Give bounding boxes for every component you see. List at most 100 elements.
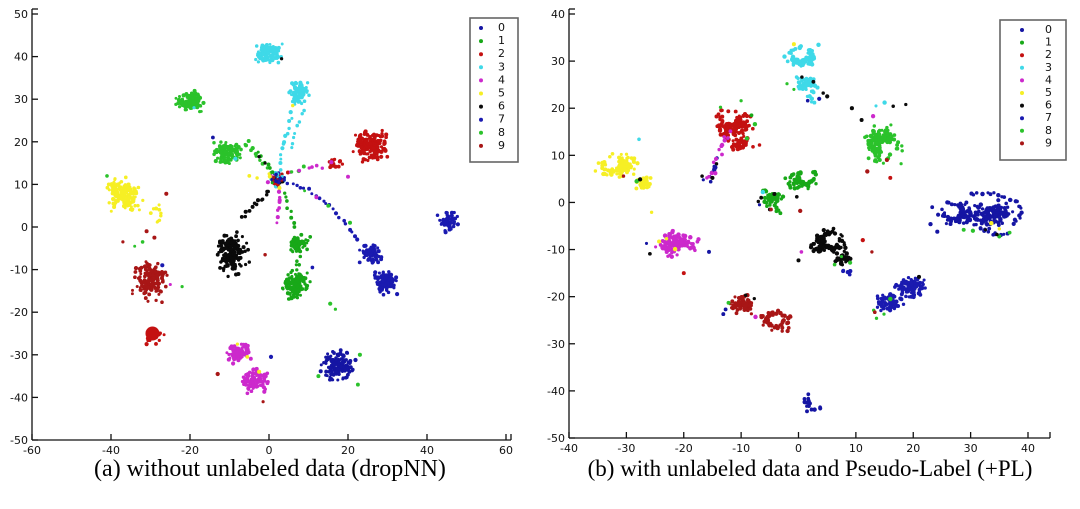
legend-box [999, 19, 1067, 161]
legend-entry: 5 [479, 87, 505, 100]
figure-panel-b: -40 -30 -20 -10 0 10 20 30 40 -50 -40 -30 -20 -10 0 10 2… [540, 0, 1080, 509]
legend-marker-dot [479, 91, 483, 96]
y-tick-label: 30 [551, 55, 565, 68]
legend-entry: 5 [1020, 86, 1052, 99]
y-tick-label: 0 [21, 221, 28, 234]
legend-marker-dot [1020, 65, 1024, 70]
y-tick-label: 40 [551, 8, 565, 21]
scatter-plot-a: -60 -40 -20 0 20 40 60-50-40-30-20-10010203040… [10, 8, 519, 457]
legend-box [469, 17, 519, 163]
legend-entry: 8 [479, 126, 505, 139]
y-tick-label: -40 [10, 391, 28, 404]
x-tick-label: -30 [617, 442, 635, 455]
legend-marker-dot [1020, 28, 1024, 32]
legend-entry-label: 2 [498, 47, 505, 60]
legend-entry: 1 [1020, 36, 1052, 49]
legend-marker-dot [1020, 91, 1024, 95]
y-tick-label: -40 [547, 385, 565, 398]
legend-entry: 7 [479, 113, 505, 126]
legend-marker-dot [1020, 103, 1024, 108]
y-tick-label: 20 [551, 102, 565, 115]
x-tick-label: -10 [732, 442, 750, 455]
x-tick-label: 20 [906, 442, 920, 455]
legend-entry-label: 8 [1045, 124, 1052, 137]
legend-entry-label: 5 [1045, 86, 1052, 99]
scatter-points [105, 42, 460, 404]
legend-entry: 0 [1020, 23, 1052, 36]
x-tick-label: -20 [675, 442, 693, 455]
legend-entry: 6 [1020, 99, 1052, 112]
caption-a: (a) without unlabeled data (dropNN) [94, 456, 446, 482]
x-tick-label: -40 [560, 442, 578, 455]
x-tick-label: 10 [849, 442, 863, 455]
y-tick-label: -50 [10, 434, 28, 447]
axes [568, 8, 1051, 439]
legend-entry-label: 2 [1045, 48, 1052, 61]
legend-marker-dot [1020, 128, 1024, 133]
y-tick-label: 10 [551, 149, 565, 162]
y-tick-label: -30 [10, 349, 28, 362]
legend-entry-label: 0 [498, 21, 505, 34]
x-tick-label: 60 [499, 444, 513, 457]
legend-marker-dot [479, 78, 483, 83]
tick-labels: -60 -40 -20 0 20 40 60-50-40-30-20-10010203040… [10, 8, 513, 457]
legend-entry-label: 6 [498, 100, 505, 113]
y-tick-label: 20 [14, 136, 28, 149]
y-tick-label: -10 [547, 244, 565, 257]
y-tick-label: 0 [558, 196, 565, 209]
x-tick-label: 30 [964, 442, 978, 455]
y-tick-label: -20 [547, 291, 565, 304]
legend-entry-label: 5 [498, 87, 505, 100]
x-tick-label: -20 [181, 444, 199, 457]
x-tick-label: -40 [102, 444, 120, 457]
legend-entry-label: 1 [498, 34, 505, 47]
legend-entry-label: 3 [1045, 61, 1052, 74]
y-tick-label: 30 [14, 93, 28, 106]
legend-marker-dot [1020, 40, 1024, 45]
y-tick-label: 50 [14, 8, 28, 21]
legend-marker-dot [1020, 116, 1024, 121]
legend-entry: 2 [1020, 48, 1052, 61]
legend-entry-label: 0 [1045, 23, 1052, 36]
legend-marker-dot [479, 143, 483, 148]
legend-entry: 8 [1020, 124, 1052, 137]
dense-blob [145, 326, 160, 341]
legend-marker-dot [479, 52, 483, 57]
x-tick-label: 40 [1021, 442, 1035, 455]
legend-entry: 4 [1020, 73, 1052, 86]
legend-marker-dot [479, 39, 483, 44]
legend-marker-dot [479, 26, 483, 30]
y-tick-label: -20 [10, 306, 28, 319]
y-tick-label: -50 [547, 432, 565, 445]
y-tick-label: -30 [547, 338, 565, 351]
scatter-points [593, 42, 1024, 414]
legend-entry-label: 4 [1045, 73, 1052, 86]
legend-entry: 3 [1020, 61, 1052, 74]
legend-entry: 9 [1020, 136, 1052, 149]
axes [31, 8, 512, 441]
legend-entry-label: 7 [498, 113, 505, 126]
legend-marker-dot [1020, 78, 1024, 83]
legend-entry: 1 [479, 34, 505, 47]
scatter-plot-b: -40 -30 -20 -10 0 10 20 30 40-50-40-30-20-100102… [547, 8, 1067, 455]
figure-panel-a: -60 -40 -20 0 20 40 60 -50 -40 -30 -20 -10 0 10 20 30 40… [10, 8, 519, 482]
legend-marker-dot [479, 65, 483, 70]
y-tick-label: 40 [14, 51, 28, 64]
legend-entry: 9 [479, 139, 505, 152]
legend-entry-label: 9 [1045, 136, 1052, 149]
legend-entry: 7 [1020, 111, 1052, 124]
legend-entry: 3 [479, 60, 505, 73]
legend-marker-dot [1020, 53, 1024, 58]
y-tick-label: 10 [14, 178, 28, 191]
legend-entry: 6 [479, 100, 505, 113]
legend-marker-dot [479, 117, 483, 122]
legend-entry: 2 [479, 47, 505, 60]
legend-marker-dot [479, 104, 483, 109]
caption-b: (b) with unlabeled data and Pseudo-Label… [587, 456, 1033, 481]
legend-entry: 4 [479, 73, 505, 86]
legend-entry: 0 [479, 21, 505, 34]
legend-marker-dot [1020, 141, 1024, 146]
